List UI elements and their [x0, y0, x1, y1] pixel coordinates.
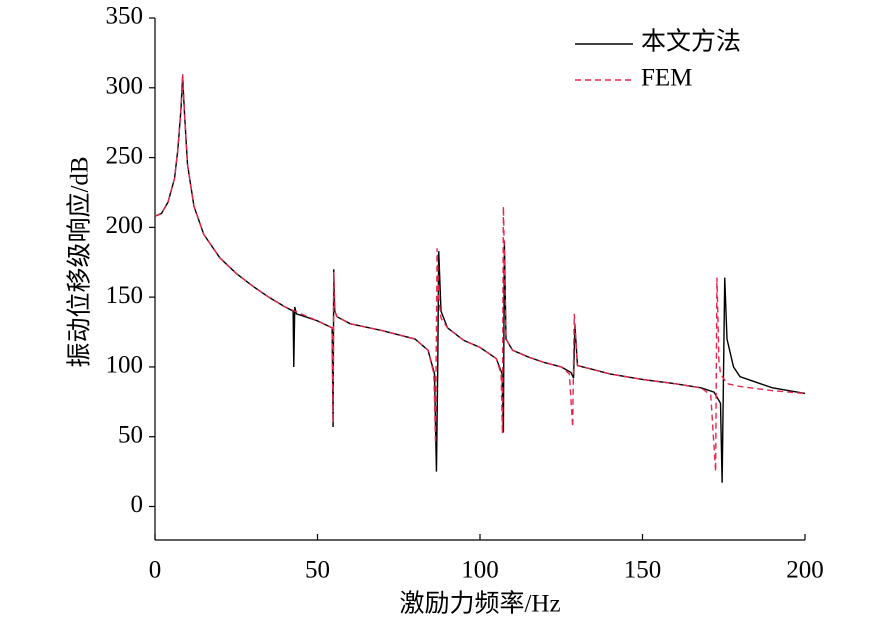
x-tick-label: 0: [149, 557, 162, 584]
y-axis-label: 振动位移级响应/dB: [66, 156, 94, 367]
y-tick-label: 100: [106, 352, 144, 379]
y-tick-label: 150: [106, 282, 144, 309]
x-tick-label: 200: [786, 557, 824, 584]
y-tick-label: 250: [106, 142, 144, 169]
x-axis-label: 激励力频率/Hz: [399, 590, 560, 618]
x-tick-label: 100: [461, 557, 499, 584]
y-tick-label: 50: [118, 421, 143, 448]
y-tick-label: 200: [106, 212, 144, 239]
legend-label: FEM: [641, 65, 692, 92]
y-tick-label: 300: [106, 73, 144, 100]
series-line: [154, 76, 806, 483]
x-tick-label: 50: [305, 557, 330, 584]
legend-label: 本文方法: [641, 28, 741, 56]
y-tick-label: 0: [131, 491, 144, 518]
series-line: [154, 73, 806, 472]
x-tick-label: 150: [624, 557, 662, 584]
y-tick-label: 350: [106, 3, 144, 30]
